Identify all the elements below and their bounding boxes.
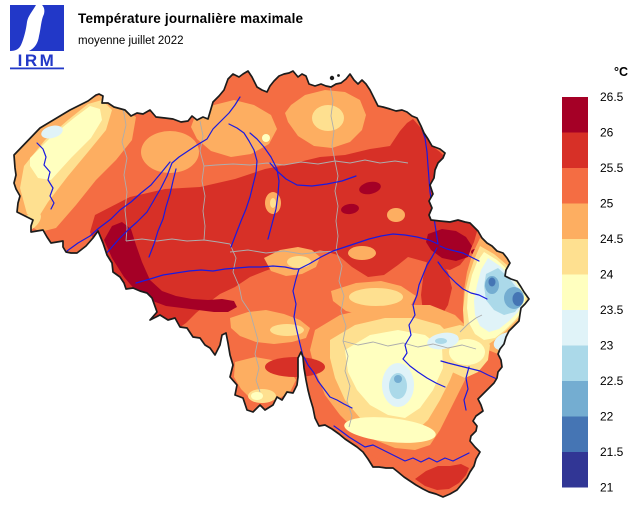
temp-band-24-24.5	[287, 256, 311, 268]
legend-swatch	[562, 381, 588, 417]
page-subtitle: moyenne juillet 2022	[78, 35, 184, 47]
legend-tick-label: 23.5	[600, 303, 624, 317]
temp-band-22-22.5	[394, 375, 402, 383]
rivers	[36, 96, 498, 463]
temp-band-26-26.5	[359, 181, 381, 195]
temp-band-24-24.5	[312, 105, 344, 131]
legend-tick-label: 24.5	[600, 232, 624, 246]
temp-band-22.5-23	[389, 373, 407, 399]
legend-tick-label: 21.5	[600, 445, 624, 459]
temp-band-24-24.5	[270, 324, 304, 336]
temp-band-22.5-23	[435, 338, 447, 344]
temp-band-24.5-25	[348, 246, 376, 260]
river-dijle	[249, 132, 280, 240]
irm-logo-text: IRM	[18, 51, 57, 70]
river-sambre	[135, 265, 300, 284]
temp-band-23.5-24	[344, 417, 436, 443]
river-ambleve	[437, 261, 488, 300]
temp-band-25.5-26	[265, 357, 325, 377]
irm-logo-left-shape	[10, 5, 36, 51]
temp-band-24-24.5	[349, 288, 403, 306]
legend-swatch	[562, 345, 588, 381]
legend-swatch	[562, 97, 588, 133]
river-zenne	[228, 123, 258, 248]
legend-swatch	[562, 416, 588, 452]
legend-swatch	[562, 168, 588, 204]
temp-band-21.5-22	[512, 292, 524, 306]
irm-logo: IRM	[8, 4, 66, 70]
temp-band-26-26.5	[341, 203, 359, 215]
map-header: Température journalière maximale moyenne…	[78, 11, 303, 47]
province-borders	[121, 85, 483, 428]
baarle-hertog-enclave	[329, 75, 335, 81]
legend: °C 26.5 26 25.5 25 24.5 24 23.5 23 22.5 …	[562, 65, 628, 495]
legend-tick-label: 22.5	[600, 374, 624, 388]
legend-tick-label: 24	[600, 268, 614, 282]
temp-band-23.5-24	[30, 106, 102, 180]
river-sure-branch	[463, 366, 470, 411]
temp-band-25.5-26	[415, 464, 469, 490]
river-dender	[148, 168, 177, 258]
temp-band-21.5-22	[488, 277, 496, 287]
temp-band-23-23.5	[41, 125, 63, 139]
river-semois	[333, 425, 470, 463]
legend-tick-label: 26	[600, 126, 614, 140]
temp-band-23.5-24	[251, 392, 263, 400]
irm-logo-underline	[10, 67, 64, 70]
irm-logo-right-shape	[29, 5, 64, 51]
legend-swatch	[562, 274, 588, 310]
river-scheldt	[95, 96, 241, 266]
temp-band-25.5-26	[90, 119, 478, 331]
river-lesse	[303, 356, 353, 409]
legend-unit-label: °C	[614, 65, 628, 79]
temp-band-24.5-25	[141, 131, 199, 173]
legend-tick-label: 22	[600, 410, 614, 424]
baarle-hertog-enclave	[337, 74, 340, 77]
river-demer	[269, 162, 357, 187]
river-yser	[36, 142, 55, 210]
river-ourthe	[402, 247, 446, 388]
legend-tick-label: 23	[600, 339, 614, 353]
river-leie	[66, 161, 171, 252]
river-meuse	[292, 125, 439, 357]
legend-swatch	[562, 132, 588, 168]
page-title: Température journalière maximale	[78, 11, 304, 26]
temperature-fill-regions	[14, 71, 529, 497]
legend-tick-label: 26.5	[600, 90, 624, 104]
legend-swatch	[562, 452, 588, 488]
legend-swatch	[562, 203, 588, 239]
legend-tick-label: 25.5	[600, 161, 624, 175]
river-vesdre	[439, 245, 480, 262]
legend-tick-label: 25	[600, 197, 614, 211]
legend-swatch	[562, 310, 588, 346]
temp-band-24-24.5	[270, 198, 276, 208]
temp-band-23.5-24	[262, 134, 270, 142]
temp-band-24.5-25	[191, 100, 277, 157]
legend-swatch	[562, 239, 588, 275]
river-sure	[440, 360, 498, 380]
temp-band-24.5-25	[387, 208, 405, 222]
legend-tick-label: 21	[600, 481, 614, 495]
